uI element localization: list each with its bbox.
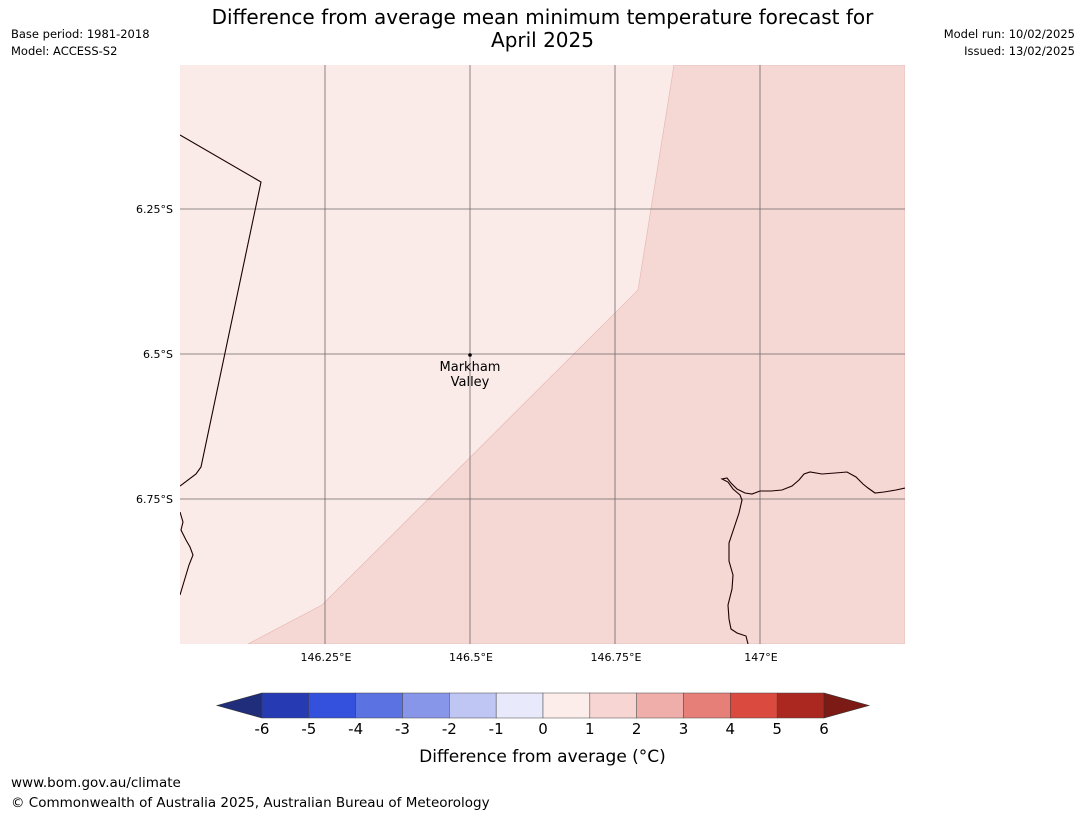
colorbar-swatch — [730, 692, 778, 719]
colorbar-swatch — [402, 692, 450, 719]
map-title: Difference from average mean minimum tem… — [0, 6, 1085, 52]
colorbar-swatch — [776, 692, 825, 719]
graticule — [180, 65, 905, 644]
colorbar-tick-label: -1 — [488, 720, 504, 738]
lat-label-6-5s: 6.5°S — [143, 348, 173, 361]
colorbar-swatch — [542, 692, 591, 719]
footer-copyright: © Commonwealth of Australia 2025, Austra… — [11, 795, 490, 811]
place-label-markham-valley: Markham Valley — [440, 360, 501, 390]
colorbar-tick-label: 5 — [772, 720, 782, 738]
model-run-text: Model run: 10/02/2025 — [943, 27, 1075, 41]
lon-label-146-5e: 146.5°E — [449, 651, 493, 664]
place-name-line-2: Valley — [450, 375, 490, 390]
colorbar-tick-label: -2 — [441, 720, 457, 738]
colorbar-tick-label: -3 — [395, 720, 410, 738]
colorbar-tick-label: -4 — [348, 720, 364, 738]
colorbar-extend-low — [215, 692, 263, 719]
colorbar-extend-high — [823, 692, 871, 719]
lat-label-6-25s: 6.25°S — [136, 203, 173, 216]
colorbar-tick-label: -6 — [254, 720, 270, 738]
colorbar-swatch — [636, 692, 684, 719]
colorbar-swatch — [261, 692, 310, 719]
colorbar-tick-label: 4 — [725, 720, 736, 738]
colorbar-tick-label: 6 — [819, 720, 829, 738]
lat-label-6-75s: 6.75°S — [136, 493, 173, 506]
base-period-text: Base period: 1981-2018 — [11, 27, 150, 41]
colorbar-swatch — [308, 692, 356, 719]
model-text: Model: ACCESS-S2 — [11, 44, 118, 58]
forecast-info-left: Base period: 1981-2018 Model: ACCESS-S2 — [11, 26, 150, 60]
forecast-info-right: Model run: 10/02/2025 Issued: 13/02/2025 — [944, 26, 1075, 60]
place-name-line-1: Markham — [439, 360, 501, 375]
colorbar-label: Difference from average (°C) — [419, 747, 666, 767]
lon-label-146-75e: 146.75°E — [590, 651, 642, 664]
title-line-1: Difference from average mean minimum tem… — [211, 5, 874, 29]
colorbar-tick-label: 1 — [585, 720, 595, 738]
lon-label-146-25e: 146.25°E — [300, 651, 352, 664]
title-line-2: April 2025 — [491, 28, 594, 52]
place-marker — [468, 353, 472, 357]
provincial-boundary-line — [180, 134, 262, 487]
colorbar-tick-label: 0 — [538, 720, 548, 738]
colorbar-tick-label: 2 — [631, 720, 642, 738]
footer-url: www.bom.gov.au/climate — [11, 775, 181, 791]
colorbar-swatch — [683, 692, 731, 719]
colorbar-swatch — [355, 692, 403, 719]
lon-label-147e: 147°E — [744, 651, 778, 664]
issued-text: Issued: 13/02/2025 — [964, 44, 1075, 58]
coastline — [720, 471, 905, 644]
colorbar-tick-label: -5 — [301, 720, 317, 738]
colorbar-tick-label: 3 — [678, 720, 689, 738]
western-boundary-line — [180, 511, 194, 596]
colorbar-swatch — [589, 692, 637, 719]
colorbar-swatch — [449, 692, 497, 719]
colorbar-swatch — [495, 692, 544, 719]
